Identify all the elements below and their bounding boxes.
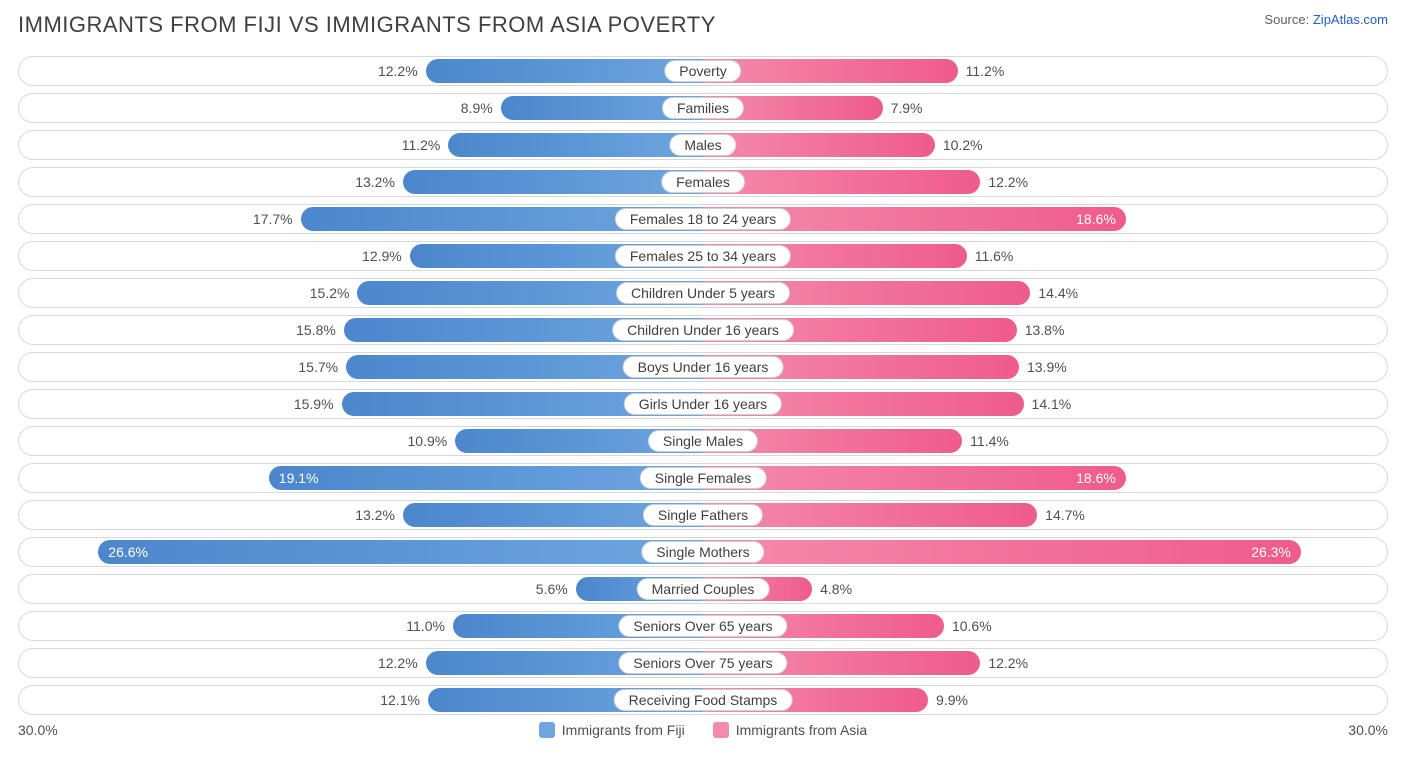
value-label-asia: 26.3% [1251,544,1301,560]
value-label-asia: 9.9% [928,692,968,708]
chart-title: IMMIGRANTS FROM FIJI VS IMMIGRANTS FROM … [18,12,716,38]
category-label: Boys Under 16 years [623,356,784,378]
value-label-asia: 11.6% [967,248,1014,264]
value-label-asia: 11.2% [958,63,1005,79]
value-label-fiji: 5.6% [536,581,576,597]
chart-row: 12.2% 11.2% Poverty [18,56,1388,86]
category-label: Children Under 5 years [616,282,790,304]
chart-row: 13.2% 14.7% Single Fathers [18,500,1388,530]
source-link[interactable]: ZipAtlas.com [1313,12,1388,27]
value-label-asia: 14.4% [1030,285,1078,301]
value-label-asia: 10.2% [935,137,983,153]
legend-swatch-asia [713,722,729,738]
category-label: Seniors Over 75 years [618,652,787,674]
category-label: Families [662,97,744,119]
value-label-asia: 12.2% [980,655,1028,671]
chart-row: 19.1% 18.6% Single Females [18,463,1388,493]
bar-fiji [269,466,703,490]
chart-row: 12.9% 11.6% Females 25 to 34 years [18,241,1388,271]
chart-row: 12.2% 12.2% Seniors Over 75 years [18,648,1388,678]
chart-footer: 30.0% Immigrants from Fiji Immigrants fr… [18,722,1388,738]
chart-row: 15.8% 13.8% Children Under 16 years [18,315,1388,345]
value-label-asia: 14.1% [1024,396,1072,412]
category-label: Females [661,171,745,193]
chart-row: 11.0% 10.6% Seniors Over 65 years [18,611,1388,641]
category-label: Single Fathers [643,504,763,526]
value-label-asia: 13.8% [1017,322,1065,338]
category-label: Married Couples [637,578,770,600]
category-label: Poverty [664,60,741,82]
category-label: Single Females [640,467,767,489]
category-label: Females 25 to 34 years [615,245,791,267]
value-label-fiji: 8.9% [461,100,501,116]
value-label-fiji: 10.9% [408,433,456,449]
value-label-fiji: 11.2% [402,137,449,153]
category-label: Males [669,134,736,156]
value-label-asia: 4.8% [812,581,852,597]
chart-row: 8.9% 7.9% Families [18,93,1388,123]
bar-asia [703,540,1301,564]
category-label: Single Mothers [641,541,764,563]
value-label-fiji: 17.7% [253,211,301,227]
value-label-asia: 10.6% [944,618,992,634]
chart-row: 15.9% 14.1% Girls Under 16 years [18,389,1388,419]
chart-row: 5.6% 4.8% Married Couples [18,574,1388,604]
axis-max-left: 30.0% [18,722,58,738]
bar-fiji [426,59,703,83]
value-label-asia: 14.7% [1037,507,1085,523]
value-label-fiji: 13.2% [355,507,403,523]
value-label-fiji: 12.9% [362,248,410,264]
chart-row: 10.9% 11.4% Single Males [18,426,1388,456]
chart-row: 15.7% 13.9% Boys Under 16 years [18,352,1388,382]
category-label: Females 18 to 24 years [615,208,791,230]
category-label: Children Under 16 years [612,319,794,341]
value-label-fiji: 26.6% [98,544,148,560]
chart-row: 13.2% 12.2% Females [18,167,1388,197]
chart-row: 12.1% 9.9% Receiving Food Stamps [18,685,1388,715]
value-label-fiji: 19.1% [269,470,319,486]
chart-row: 17.7% 18.6% Females 18 to 24 years [18,204,1388,234]
legend-swatch-fiji [539,722,555,738]
value-label-fiji: 12.2% [378,63,426,79]
value-label-fiji: 15.7% [298,359,346,375]
bar-fiji [403,170,703,194]
legend-item-asia: Immigrants from Asia [713,722,867,738]
value-label-fiji: 15.8% [296,322,344,338]
value-label-asia: 18.6% [1076,211,1126,227]
legend-label-asia: Immigrants from Asia [736,722,867,738]
value-label-fiji: 15.2% [310,285,358,301]
bar-asia [703,133,935,157]
bar-fiji [448,133,703,157]
bar-fiji [98,540,703,564]
value-label-asia: 11.4% [962,433,1009,449]
value-label-fiji: 13.2% [355,174,403,190]
source-attribution: Source: ZipAtlas.com [1264,12,1388,27]
chart-row: 26.6% 26.3% Single Mothers [18,537,1388,567]
chart-header: IMMIGRANTS FROM FIJI VS IMMIGRANTS FROM … [18,12,1388,38]
value-label-fiji: 12.1% [380,692,428,708]
value-label-fiji: 15.9% [294,396,342,412]
category-label: Receiving Food Stamps [614,689,793,711]
source-label: Source: [1264,12,1309,27]
value-label-fiji: 11.0% [406,618,453,634]
value-label-fiji: 12.2% [378,655,426,671]
bar-asia [703,466,1126,490]
diverging-bar-chart: 12.2% 11.2% Poverty 8.9% 7.9% Families 11.2% 10… [18,56,1388,715]
category-label: Girls Under 16 years [624,393,782,415]
value-label-asia: 12.2% [980,174,1028,190]
value-label-asia: 13.9% [1019,359,1067,375]
category-label: Single Males [648,430,758,452]
legend: Immigrants from Fiji Immigrants from Asi… [58,722,1349,738]
chart-row: 11.2% 10.2% Males [18,130,1388,160]
axis-max-right: 30.0% [1348,722,1388,738]
value-label-asia: 18.6% [1076,470,1126,486]
category-label: Seniors Over 65 years [618,615,787,637]
legend-item-fiji: Immigrants from Fiji [539,722,685,738]
legend-label-fiji: Immigrants from Fiji [562,722,685,738]
value-label-asia: 7.9% [883,100,923,116]
chart-row: 15.2% 14.4% Children Under 5 years [18,278,1388,308]
